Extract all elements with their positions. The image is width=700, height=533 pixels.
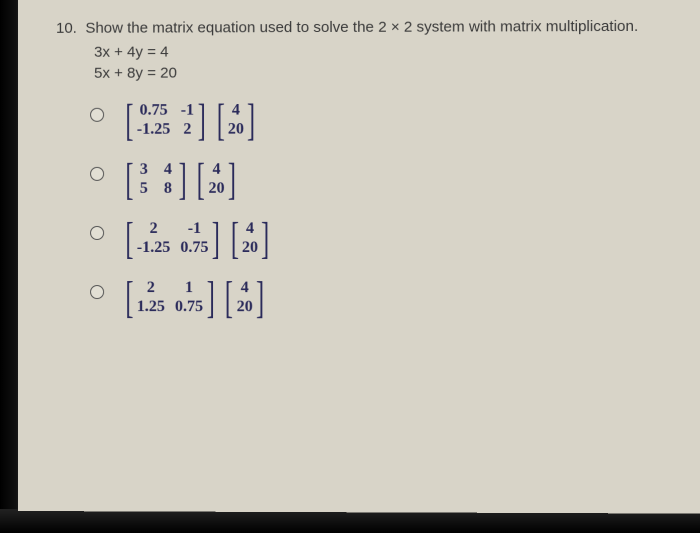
bracket-icon: ] bbox=[178, 162, 186, 197]
option-a-content: [ 0.75 -1 -1.25 2 ] [ 4 20 ] bbox=[122, 101, 259, 138]
question-number: 10. bbox=[56, 20, 77, 37]
bracket-icon: ] bbox=[198, 102, 206, 137]
bracket-icon: [ bbox=[216, 102, 224, 137]
options-list: [ 0.75 -1 -1.25 2 ] [ 4 20 ] bbox=[90, 100, 684, 316]
question-text: Show the matrix equation used to solve t… bbox=[85, 18, 638, 37]
matrix-c1: [ 2 -1 -1.25 0.75 ] bbox=[122, 220, 223, 257]
bracket-icon: [ bbox=[125, 162, 133, 197]
bracket-icon: ] bbox=[256, 280, 264, 315]
monitor-bezel-left bbox=[0, 0, 20, 533]
question-line: 10. Show the matrix equation used to sol… bbox=[56, 18, 684, 38]
matrix-b2: [ 4 20 ] bbox=[194, 161, 240, 198]
option-b[interactable]: [ 3 4 5 8 ] [ 4 20 ] bbox=[90, 160, 684, 198]
matrix-b1: [ 3 4 5 8 ] bbox=[122, 161, 190, 198]
option-d-content: [ 2 1 1.25 0.75 ] [ 4 20 ] bbox=[122, 279, 267, 316]
equation-1: 3x + 4y = 4 bbox=[94, 40, 684, 63]
bracket-icon: [ bbox=[225, 280, 233, 315]
bracket-icon: [ bbox=[197, 162, 205, 197]
option-a[interactable]: [ 0.75 -1 -1.25 2 ] [ 4 20 ] bbox=[90, 100, 684, 138]
matrix-a2: [ 4 20 ] bbox=[213, 101, 259, 138]
option-d[interactable]: [ 2 1 1.25 0.75 ] [ 4 20 ] bbox=[90, 279, 684, 317]
bracket-icon: ] bbox=[261, 221, 269, 256]
matrix-d2: [ 4 20 ] bbox=[222, 279, 268, 316]
radio-d[interactable] bbox=[90, 285, 104, 299]
bracket-icon: [ bbox=[125, 280, 133, 315]
matrix-c2: [ 4 20 ] bbox=[227, 220, 273, 257]
radio-b[interactable] bbox=[90, 167, 104, 181]
radio-a[interactable] bbox=[90, 108, 104, 122]
option-c[interactable]: [ 2 -1 -1.25 0.75 ] [ 4 20 ] bbox=[90, 220, 684, 257]
radio-c[interactable] bbox=[90, 226, 104, 240]
bracket-icon: ] bbox=[247, 102, 255, 137]
screen-content: 10. Show the matrix equation used to sol… bbox=[18, 0, 700, 514]
bracket-icon: [ bbox=[125, 103, 133, 138]
option-c-content: [ 2 -1 -1.25 0.75 ] [ 4 20 ] bbox=[122, 220, 273, 257]
equations-block: 3x + 4y = 4 5x + 8y = 20 bbox=[94, 40, 684, 84]
bracket-icon: [ bbox=[231, 221, 239, 256]
bracket-icon: ] bbox=[228, 162, 236, 197]
bracket-icon: ] bbox=[206, 280, 214, 315]
matrix-a1: [ 0.75 -1 -1.25 2 ] bbox=[122, 102, 209, 139]
matrix-d1: [ 2 1 1.25 0.75 ] bbox=[122, 279, 218, 316]
bracket-icon: [ bbox=[125, 221, 133, 256]
equation-2: 5x + 8y = 20 bbox=[94, 61, 684, 84]
option-b-content: [ 3 4 5 8 ] [ 4 20 ] bbox=[122, 161, 239, 198]
bracket-icon: ] bbox=[212, 221, 220, 256]
